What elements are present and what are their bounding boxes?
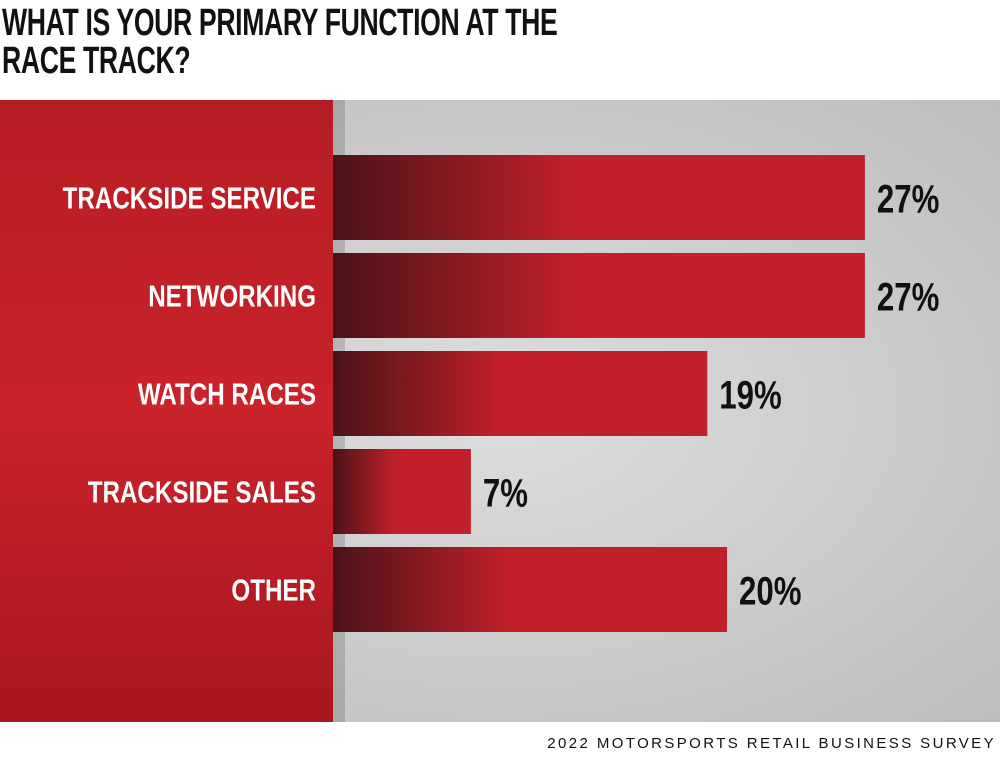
category-label-group: NETWORKING	[148, 279, 316, 314]
category-label-group: TRACKSIDE SALES	[88, 475, 316, 510]
category-label: TRACKSIDE SERVICE	[63, 181, 316, 216]
bar	[333, 449, 471, 534]
value-label: 27%	[877, 177, 939, 222]
value-label: 7%	[483, 471, 528, 516]
value-label-group: 20%	[739, 569, 801, 614]
category-label: TRACKSIDE SALES	[88, 475, 316, 510]
chart-title: WHAT IS YOUR PRIMARY FUNCTION AT THE RAC…	[2, 2, 558, 82]
value-label-group: 7%	[483, 471, 528, 516]
label-panel	[0, 100, 333, 722]
source-note: 2022 MOTORSPORTS RETAIL BUSINESS SURVEY	[547, 735, 996, 752]
category-label-group: OTHER	[231, 573, 316, 608]
value-label: 19%	[719, 373, 781, 418]
chart: TRACKSIDE SERVICE 27% NETWORKING 27% WATCH R…	[0, 100, 1000, 722]
value-label-group: 27%	[877, 177, 939, 222]
value-label: 27%	[877, 275, 939, 320]
value-label: 20%	[739, 569, 801, 614]
bar	[333, 155, 865, 240]
bar	[333, 351, 708, 436]
bar	[333, 253, 865, 338]
bar	[333, 547, 727, 632]
category-label: NETWORKING	[148, 279, 316, 314]
category-label-group: TRACKSIDE SERVICE	[63, 181, 316, 216]
value-label-group: 27%	[877, 275, 939, 320]
category-label: WATCH RACES	[138, 377, 316, 412]
category-label-group: WATCH RACES	[138, 377, 316, 412]
category-label: OTHER	[231, 573, 316, 608]
value-label-group: 19%	[719, 373, 781, 418]
